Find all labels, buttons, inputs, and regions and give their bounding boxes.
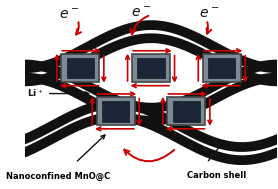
FancyBboxPatch shape <box>167 97 205 125</box>
Text: Li$^+$: Li$^+$ <box>27 88 89 99</box>
FancyBboxPatch shape <box>97 97 135 125</box>
Text: Nanoconfined MnO@C: Nanoconfined MnO@C <box>6 171 110 180</box>
Bar <box>102 101 129 122</box>
FancyBboxPatch shape <box>132 54 170 82</box>
Text: Li$^+$: Li$^+$ <box>246 62 272 74</box>
FancyBboxPatch shape <box>61 54 99 82</box>
Text: $e^-$: $e^-$ <box>59 8 79 22</box>
Bar <box>208 58 235 78</box>
Bar <box>173 101 200 122</box>
Bar <box>67 58 94 78</box>
Bar <box>137 58 165 78</box>
Text: $e^-$: $e^-$ <box>199 7 219 21</box>
Text: $e^-$: $e^-$ <box>131 6 151 20</box>
Text: Carbon shell: Carbon shell <box>187 171 246 180</box>
FancyBboxPatch shape <box>203 54 241 82</box>
